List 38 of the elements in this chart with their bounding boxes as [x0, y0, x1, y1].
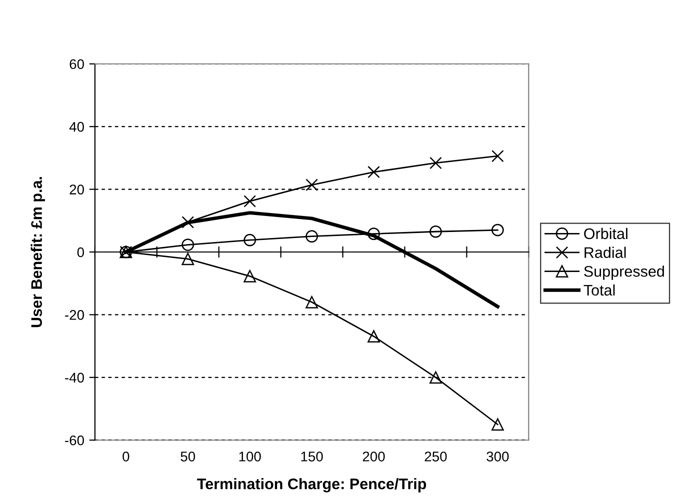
point [244, 234, 256, 246]
x-tick-label: 300 [486, 452, 509, 462]
point [430, 225, 442, 238]
point [430, 371, 442, 384]
point [368, 330, 380, 343]
point [182, 252, 194, 266]
x-tick-label: 250 [424, 452, 447, 462]
y-tick-label: -40 [65, 372, 84, 383]
x-axis-title: Termination Charge: Pence/Trip [197, 478, 426, 492]
point [182, 216, 194, 228]
legend-label: Radial [584, 246, 626, 258]
point [368, 228, 380, 240]
point [244, 195, 256, 208]
y-tick-label: -60 [65, 435, 84, 446]
x-tick-label: 0 [122, 452, 130, 462]
legend-label: Total [584, 284, 615, 296]
point [491, 224, 504, 236]
point [430, 156, 442, 170]
legend-label: Orbital [584, 228, 628, 240]
legend-label: Suppressed [584, 266, 664, 280]
point [182, 238, 194, 251]
point [491, 150, 504, 162]
y-tick-label: 60 [70, 59, 84, 70]
x-tick-label: 150 [301, 452, 323, 462]
x-tick-label: 50 [180, 452, 196, 462]
point [306, 296, 318, 308]
point [491, 418, 504, 431]
point [244, 270, 256, 282]
y-tick-label: 0 [77, 247, 84, 258]
y-tick-label: -20 [65, 310, 84, 320]
x-tick-label: 100 [239, 452, 261, 462]
point [368, 166, 380, 178]
y-axis-title: User Benefit: £m p.a. [30, 177, 46, 328]
y-tick-label: 20 [70, 184, 84, 194]
x-tick-label: 200 [362, 452, 385, 462]
y-tick-label: 40 [69, 122, 84, 132]
point [306, 230, 318, 243]
point [306, 178, 318, 192]
